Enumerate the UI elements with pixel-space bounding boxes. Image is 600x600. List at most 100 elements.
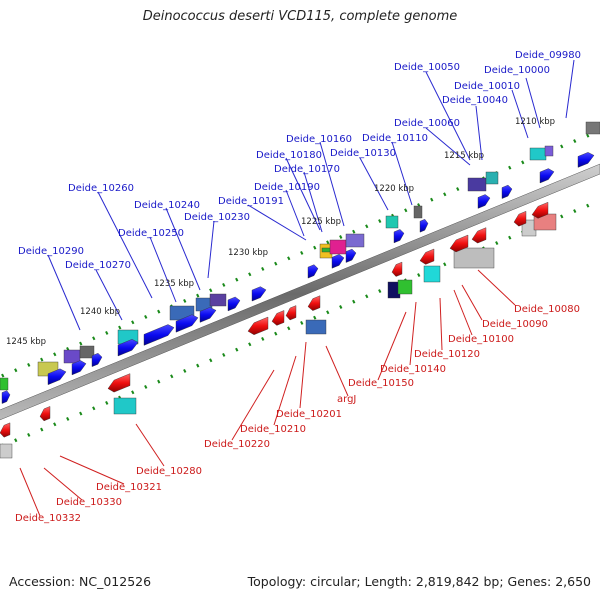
gc-dash <box>404 208 408 213</box>
gc-dash <box>157 309 161 314</box>
gene-label: Deide_09980 <box>515 50 581 61</box>
gene-label: Deide_10240 <box>134 200 200 211</box>
gc-dash <box>157 379 161 384</box>
gc-dash <box>456 187 460 191</box>
gene-label: Deide_10000 <box>484 65 550 76</box>
gc-dash <box>261 337 265 341</box>
gene-arrow <box>271 310 285 326</box>
gc-dash <box>365 294 369 299</box>
gene-arrow <box>393 229 405 244</box>
gc-dash <box>14 438 18 443</box>
gene-label: Deide_10100 <box>448 334 514 345</box>
gene-arrow <box>513 210 527 227</box>
gc-dash <box>586 203 590 208</box>
gc-dash <box>339 235 343 239</box>
gene-label: Deide_10010 <box>454 81 520 92</box>
gc-dash <box>14 368 18 373</box>
gene-label: Deide_10160 <box>286 134 352 145</box>
gc-dash <box>495 241 499 245</box>
tick-label: 1215 kbp <box>444 151 484 161</box>
gene-label: Deide_10170 <box>274 164 340 175</box>
tick-label: 1230 kbp <box>228 248 268 258</box>
gene-label: Deide_10220 <box>204 439 270 450</box>
accession-text: Accession: NC_012526 <box>9 574 152 589</box>
gc-dash <box>573 139 577 144</box>
gc-dash <box>313 245 317 250</box>
gc-dash <box>430 197 434 202</box>
gene-arrow <box>47 368 67 386</box>
gene-label: Deide_10090 <box>482 319 548 330</box>
gc-dash <box>196 293 200 298</box>
gene-label: Deide_10250 <box>118 228 184 239</box>
gc-dash <box>339 305 343 309</box>
gc-dash <box>326 310 330 315</box>
tick-label: 1245 kbp <box>6 337 46 347</box>
gene-arrow <box>419 248 435 265</box>
gene-arrow <box>199 307 217 323</box>
gene-label: Deide_10290 <box>18 246 84 257</box>
gene-arrow <box>71 360 87 376</box>
gc-dash <box>352 229 356 234</box>
gc-dash <box>560 144 564 149</box>
gc-dash <box>573 209 577 214</box>
gene-label: Deide_10332 <box>15 513 81 524</box>
gene-arrow <box>91 352 103 367</box>
feature-boxes-reverse <box>0 213 557 459</box>
gc-dash <box>417 273 421 277</box>
gc-dash <box>287 256 291 261</box>
feature-boxes-forward <box>0 121 600 391</box>
gc-dash <box>560 214 564 219</box>
gene-label: Deide_10191 <box>218 196 284 207</box>
gene-label: argJ <box>337 394 356 405</box>
gene-arrow <box>0 422 11 438</box>
reverse-gene-arrows <box>0 201 549 438</box>
gene-label: Deide_10150 <box>348 378 414 389</box>
page-title: Deinococcus deserti VCD115, complete gen… <box>142 9 458 24</box>
gc-dash <box>300 251 304 255</box>
gene-arrow <box>117 339 139 357</box>
gene-arrow <box>307 295 321 311</box>
gene-label: Deide_10140 <box>380 364 446 375</box>
gc-dash <box>27 362 31 367</box>
gc-dash <box>118 325 122 330</box>
gc-dash <box>586 133 590 138</box>
gene-arrow <box>1 390 11 404</box>
gene-arrow <box>577 152 595 168</box>
gene-label: Deide_10230 <box>184 212 250 223</box>
gene-arrow <box>247 316 269 335</box>
gc-dash <box>378 219 382 223</box>
gc-dash <box>222 353 226 357</box>
gc-dash <box>92 336 96 341</box>
gene-label: Deide_10190 <box>254 182 320 193</box>
gene-label: Deide_10080 <box>514 304 580 315</box>
bottom-leader-lines <box>19 269 516 517</box>
gc-dash <box>365 224 369 229</box>
forward-gene-arrows <box>1 152 595 404</box>
gc-dash <box>261 267 265 271</box>
bottom-gene-labels: Deide_10080 Deide_10090 Deide_10100 Deid… <box>15 304 580 524</box>
gc-dash <box>40 357 44 362</box>
gene-arrow <box>449 234 469 253</box>
gc-dash <box>170 374 174 379</box>
gene-arrow <box>345 248 357 263</box>
gc-dash <box>27 432 31 437</box>
gc-dash <box>53 422 57 427</box>
gc-dash <box>209 288 213 293</box>
gc-dash <box>352 299 356 304</box>
gene-label: Deide_10260 <box>68 183 134 194</box>
gene-arrow <box>285 305 297 321</box>
gc-dash <box>40 427 44 432</box>
tick-label: 1210 kbp <box>515 117 555 127</box>
gene-label: Deide_10321 <box>96 482 162 493</box>
gene-arrow <box>531 201 549 219</box>
gc-dash <box>274 261 278 266</box>
gc-dash <box>79 341 83 346</box>
gene-arrow <box>419 218 429 233</box>
gene-arrow <box>471 227 487 244</box>
gc-dash <box>92 406 96 411</box>
gene-arrow <box>477 194 491 209</box>
gene-label: Deide_10270 <box>65 260 131 271</box>
gc-dash <box>248 272 252 277</box>
gc-dash <box>443 192 447 197</box>
gene-arrow <box>307 264 319 279</box>
